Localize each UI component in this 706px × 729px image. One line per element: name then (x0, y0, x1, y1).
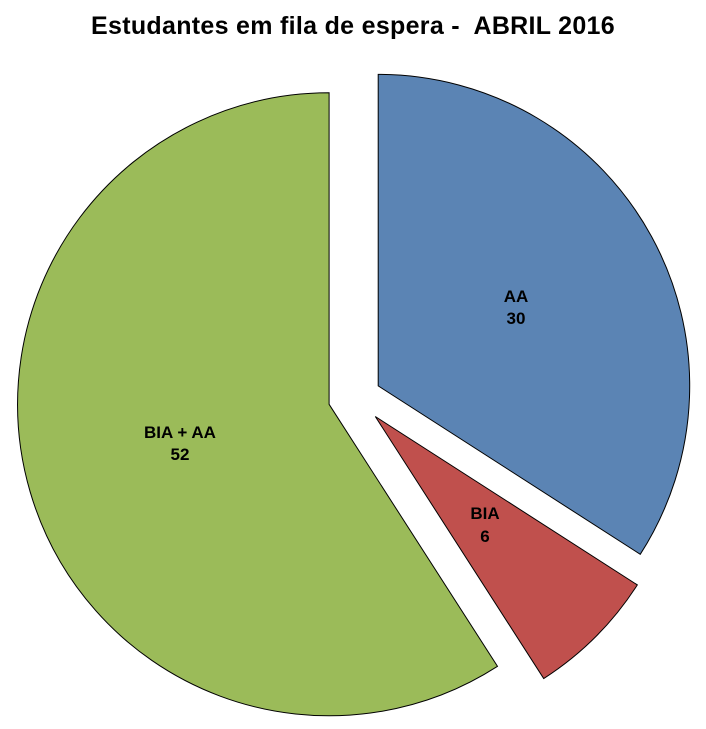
svg-text:BIA + AA: BIA + AA (144, 423, 216, 442)
svg-text:BIA: BIA (470, 504, 499, 523)
svg-text:AA: AA (504, 287, 529, 306)
svg-text:52: 52 (171, 445, 190, 464)
svg-text:30: 30 (507, 309, 526, 328)
svg-text:6: 6 (480, 527, 489, 546)
